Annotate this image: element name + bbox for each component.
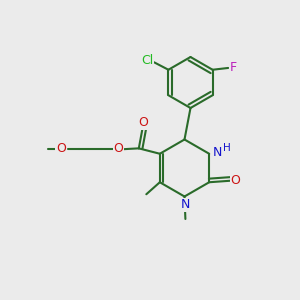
Text: F: F	[230, 61, 237, 74]
Text: O: O	[231, 174, 241, 187]
Text: O: O	[113, 142, 123, 155]
Text: H: H	[223, 143, 230, 153]
Text: Cl: Cl	[141, 54, 154, 67]
Text: N: N	[213, 146, 222, 159]
Text: O: O	[56, 142, 66, 155]
Text: N: N	[181, 198, 190, 212]
Text: O: O	[138, 116, 148, 129]
